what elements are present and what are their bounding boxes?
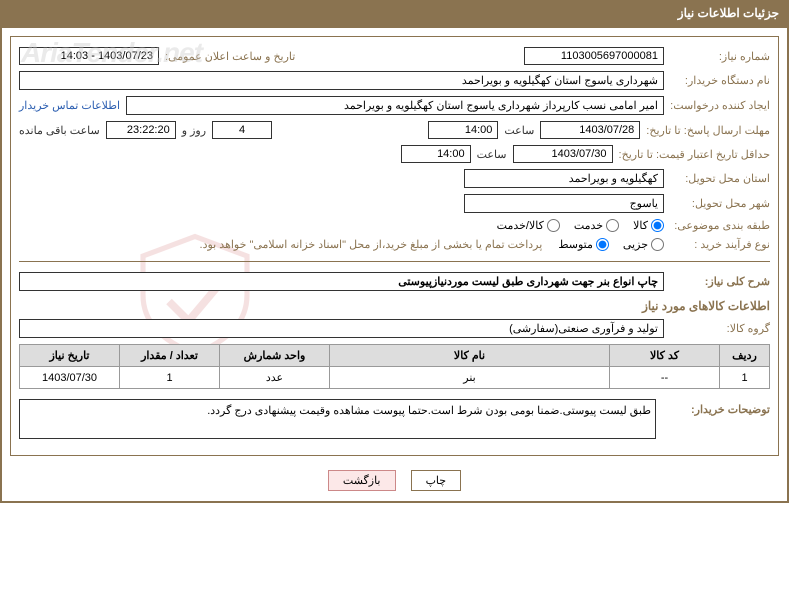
deadline-time-field: 14:00 [428,121,498,139]
table-header-row: ردیف کد کالا نام کالا واحد شمارش تعداد /… [20,345,770,367]
cat-goods-service-text: کالا/خدمت [497,219,544,232]
cat-service-radio[interactable] [606,219,619,232]
buy-type-radio-group: جزیی متوسط [558,238,664,251]
td-date: 1403/07/30 [20,367,120,389]
main-frame: AriaTender.net شماره نیاز: 1103005697000… [10,36,779,456]
th-name: نام کالا [330,345,610,367]
min-validity-label: حداقل تاریخ اعتبار قیمت: تا تاریخ: [619,148,770,161]
gen-desc-field: چاپ انواع بنر جهت شهرداری طبق لیست موردن… [19,272,664,291]
min-validity-time-field: 14:00 [401,145,471,163]
cat-goods-text: کالا [633,219,648,232]
buyer-org-field: شهرداری یاسوج استان کهگیلویه و بویراحمد [19,71,664,90]
td-qty: 1 [120,367,220,389]
cat-label: طبقه بندی موضوعی: [670,219,770,232]
goods-table: ردیف کد کالا نام کالا واحد شمارش تعداد /… [19,344,770,389]
th-qty: تعداد / مقدار [120,345,220,367]
creator-label: ایجاد کننده درخواست: [670,99,770,112]
td-unit: عدد [220,367,330,389]
remaining-mid: روز و [182,124,206,137]
goods-group-label: گروه کالا: [670,322,770,335]
buyer-contact-link[interactable]: اطلاعات تماس خریدار [19,99,120,112]
goods-group-field: تولید و فرآوری صنعتی(سفارشی) [19,319,664,338]
back-button[interactable]: بازگشت [328,470,396,491]
th-row: ردیف [720,345,770,367]
th-unit: واحد شمارش [220,345,330,367]
buyer-notes-label: توضیحات خریدار: [670,399,770,416]
buyer-notes-box: طبق لیست پیوستی.ضمنا بومی بودن شرط است.ح… [19,399,656,439]
page-title: جزئیات اطلاعات نیاز [678,6,779,20]
td-row: 1 [720,367,770,389]
goods-info-title: اطلاعات کالاهای مورد نیاز [19,299,770,313]
remaining-suffix: ساعت باقی مانده [19,124,100,137]
deadline-date-field: 1403/07/28 [540,121,640,139]
page-header: جزئیات اطلاعات نیاز [0,0,789,26]
min-validity-time-label: ساعت [477,148,507,161]
td-code: -- [610,367,720,389]
deadline-time-label: ساعت [504,124,534,137]
deadline-label: مهلت ارسال پاسخ: تا تاریخ: [646,124,770,137]
bt-minor-text: جزیی [623,238,648,251]
watermark-text: AriaTender.net [21,37,202,69]
buttons-row: چاپ بازگشت [10,464,779,493]
min-validity-date-field: 1403/07/30 [513,145,613,163]
buy-type-label: نوع فرآیند خرید : [670,238,770,251]
buy-note: پرداخت تمام یا بخشی از مبلغ خرید،از محل … [200,238,543,251]
outer-container: AriaTender.net شماره نیاز: 1103005697000… [0,26,789,503]
bt-medium-text: متوسط [558,238,593,251]
buyer-org-label: نام دستگاه خریدار: [670,74,770,87]
th-code: کد کالا [610,345,720,367]
bt-minor-radio[interactable] [651,238,664,251]
remaining-time-field: 23:22:20 [106,121,176,139]
cat-service-text: خدمت [574,219,603,232]
deliv-prov-field: کهگیلویه و بویراحمد [464,169,664,188]
deliv-city-label: شهر محل تحویل: [670,197,770,210]
need-no-field: 1103005697000081 [524,47,664,65]
cat-goods-radio[interactable] [651,219,664,232]
print-button[interactable]: چاپ [411,470,462,491]
th-date: تاریخ نیاز [20,345,120,367]
bt-medium-radio[interactable] [596,238,609,251]
cat-goods-service-radio[interactable] [547,219,560,232]
deliv-prov-label: استان محل تحویل: [670,172,770,185]
table-row: 1 -- بنر عدد 1 1403/07/30 [20,367,770,389]
gen-desc-label: شرح کلی نیاز: [670,275,770,288]
cat-radio-group: کالا خدمت کالا/خدمت [497,219,664,232]
remaining-days-field: 4 [212,121,272,139]
td-name: بنر [330,367,610,389]
need-no-label: شماره نیاز: [670,50,770,63]
deliv-city-field: یاسوج [464,194,664,213]
creator-field: امیر امامی نسب کارپرداز شهرداری یاسوج اس… [126,96,664,115]
